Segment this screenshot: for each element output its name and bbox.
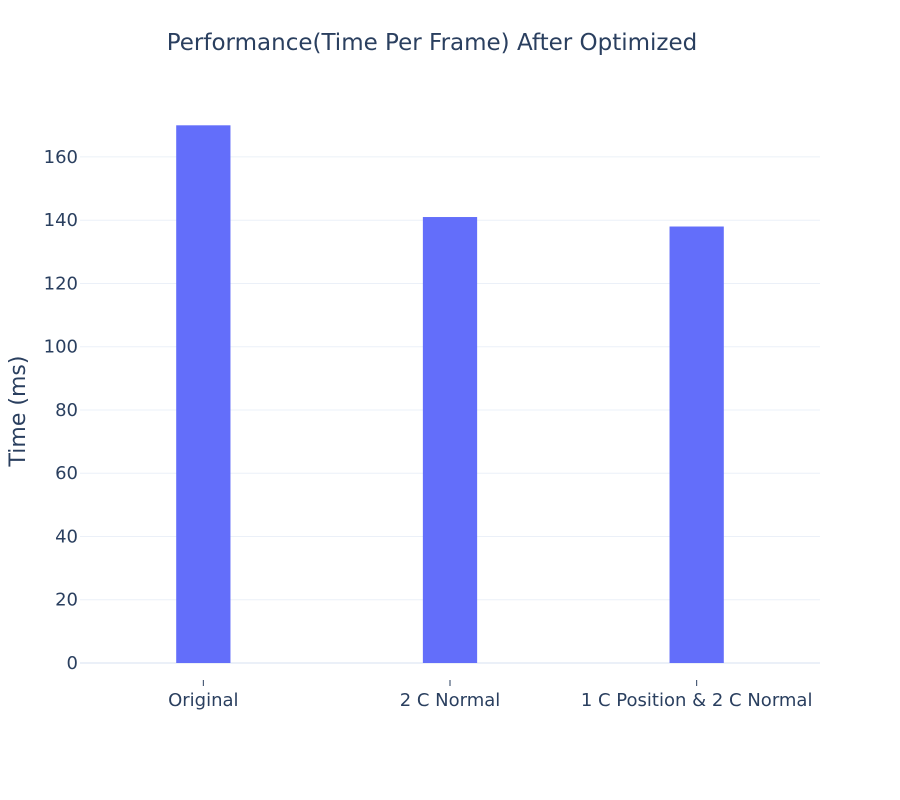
bar — [176, 125, 231, 664]
x-tick-label: 2 C Normal — [400, 690, 501, 711]
y-tick-label: 60 — [55, 463, 78, 484]
y-tick-label: 0 — [67, 653, 78, 674]
y-tick-labels: 0 20 40 60 80 100 120 140 160 — [44, 147, 78, 674]
x-tick-label: 1 C Position & 2 C Normal — [581, 690, 813, 711]
y-tick-label: 120 — [44, 273, 78, 294]
bar — [422, 217, 478, 664]
y-tick-label: 140 — [44, 210, 78, 231]
y-axis-title: Time (ms) — [6, 356, 31, 468]
chart-title: Performance(Time Per Frame) After Optimi… — [167, 30, 698, 56]
bars — [176, 125, 724, 664]
y-tick-label: 20 — [55, 590, 78, 611]
x-tick-labels: Original 2 C Normal 1 C Position & 2 C Nor… — [168, 680, 812, 711]
x-tick-label: Original — [168, 690, 238, 711]
y-tick-label: 160 — [44, 147, 78, 168]
y-tick-label: 100 — [44, 337, 78, 358]
bar — [669, 226, 724, 664]
y-tick-label: 40 — [55, 526, 78, 547]
y-tick-label: 80 — [55, 400, 78, 421]
